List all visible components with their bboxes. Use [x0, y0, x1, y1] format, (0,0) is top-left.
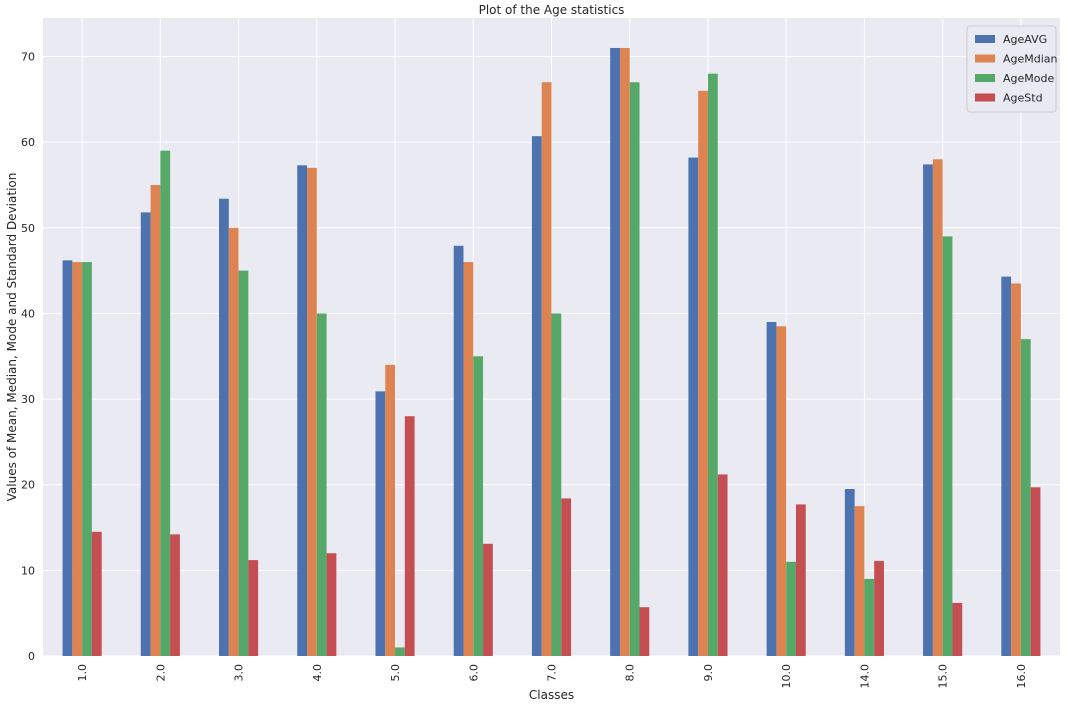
bar-ageavg-2.0: [140, 212, 151, 656]
bar-ageavg-7.0: [531, 136, 542, 656]
tick-labels: 0 10 20 30 40 50 60 70 1.0 2.0 3.0 4.0 5.0 6.0 7.0 8.0 9…: [21, 51, 1028, 689]
bar-agemdian-9.0: [698, 90, 708, 657]
bar-ageavg-8.0: [610, 47, 620, 657]
bar-ageavg-10.0: [766, 322, 777, 656]
bar-agemdian-2.0: [150, 184, 161, 656]
bar-agestd-9.0: [717, 474, 728, 656]
bar-agestd-16.0: [1030, 487, 1041, 656]
x-tick-label: 10.0: [780, 664, 793, 689]
bar-agestd-3.0: [248, 560, 259, 656]
bar-ageavg-3.0: [219, 198, 229, 656]
bar-agestd-6.0: [483, 543, 493, 656]
legend-label-agemdian: AgeMdian: [1003, 53, 1058, 66]
y-tick-label: 20: [21, 479, 35, 492]
legend-label-agemode: AgeMode: [1003, 72, 1054, 85]
bar-agemode-4.0: [316, 313, 327, 656]
x-tick-label: 4.0: [311, 664, 324, 682]
bar-agemdian-15.0: [932, 159, 943, 657]
x-tick-label: 15.0: [937, 664, 950, 689]
bar-agestd-14.0: [874, 560, 884, 656]
legend-box: [966, 25, 1057, 113]
bar-ageavg-4.0: [297, 165, 308, 657]
x-tick-label: 3.0: [233, 664, 246, 682]
bar-agemdian-10.0: [776, 326, 787, 656]
bar-agemdian-5.0: [385, 364, 396, 656]
y-tick-label: 30: [21, 393, 35, 406]
x-tick-label: 16.0: [1015, 664, 1028, 689]
bar-ageavg-9.0: [688, 157, 699, 656]
bar-ageavg-1.0: [62, 260, 73, 656]
bar-agemdian-6.0: [463, 262, 474, 656]
bar-ageavg-16.0: [1001, 276, 1012, 656]
x-tick-label: 9.0: [702, 664, 715, 682]
bar-agemdian-1.0: [72, 262, 83, 656]
y-tick-label: 0: [28, 650, 35, 663]
bar-ageavg-5.0: [375, 391, 386, 656]
bar-agemdian-14.0: [854, 506, 865, 656]
x-tick-label: 7.0: [546, 664, 559, 682]
bar-agestd-5.0: [404, 416, 415, 656]
bar-agestd-2.0: [170, 534, 180, 656]
x-tick-label: 1.0: [76, 664, 89, 682]
bar-agemode-10.0: [786, 561, 796, 656]
bar-agemode-16.0: [1020, 339, 1031, 656]
x-tick-label: 14.0: [858, 664, 871, 689]
bars-group: [62, 47, 1041, 657]
bar-agemdian-4.0: [307, 167, 317, 656]
legend-swatch-agemode: [975, 74, 995, 82]
bar-agemdian-7.0: [541, 82, 552, 656]
legend-swatch-agestd: [975, 93, 995, 102]
x-axis-label: Classes: [529, 688, 574, 702]
bar-agemode-15.0: [942, 236, 953, 656]
bar-agemode-2.0: [160, 150, 171, 656]
bar-agemdian-16.0: [1011, 283, 1021, 656]
bar-agestd-4.0: [326, 553, 337, 656]
x-tick-label: 2.0: [154, 664, 167, 682]
y-tick-label: 50: [21, 222, 35, 235]
bar-agestd-1.0: [91, 531, 102, 656]
bar-agemode-9.0: [707, 73, 718, 656]
legend-label-ageavg: AgeAVG: [1003, 33, 1047, 46]
y-axis-label: Values of Mean, Median, Mode and Standar…: [5, 173, 19, 502]
x-tick-label: 5.0: [389, 664, 402, 682]
bar-ageavg-6.0: [453, 245, 464, 657]
y-tick-label: 40: [21, 307, 35, 320]
bar-agestd-7.0: [561, 498, 572, 656]
bar-agemdian-3.0: [228, 227, 239, 657]
bar-agestd-15.0: [952, 602, 963, 656]
bar-ageavg-14.0: [844, 489, 855, 656]
y-tick-label: 70: [21, 51, 35, 64]
x-tick-label: 6.0: [467, 664, 480, 682]
bar-ageavg-15.0: [923, 164, 933, 657]
legend: AgeAVG AgeMdian AgeMode AgeStd: [966, 25, 1058, 113]
bar-agestd-8.0: [639, 607, 650, 656]
y-tick-label: 60: [21, 136, 35, 149]
legend-swatch-ageavg: [975, 35, 995, 43]
bar-agestd-10.0: [795, 504, 806, 656]
bar-agemode-8.0: [629, 82, 640, 656]
legend-swatch-agemdian: [975, 54, 995, 63]
x-tick-label: 8.0: [624, 664, 637, 682]
bar-agemdian-8.0: [619, 47, 630, 657]
legend-label-agestd: AgeStd: [1003, 92, 1043, 105]
chart-title: Plot of the Age statistics: [479, 3, 625, 17]
y-tick-label: 10: [21, 564, 35, 577]
bar-agemode-14.0: [864, 578, 875, 656]
bar-agemode-3.0: [238, 270, 249, 656]
bar-agemode-5.0: [395, 647, 405, 656]
bar-agemode-1.0: [82, 262, 92, 656]
bar-agemode-6.0: [473, 356, 484, 656]
bar-agemode-7.0: [551, 313, 562, 656]
